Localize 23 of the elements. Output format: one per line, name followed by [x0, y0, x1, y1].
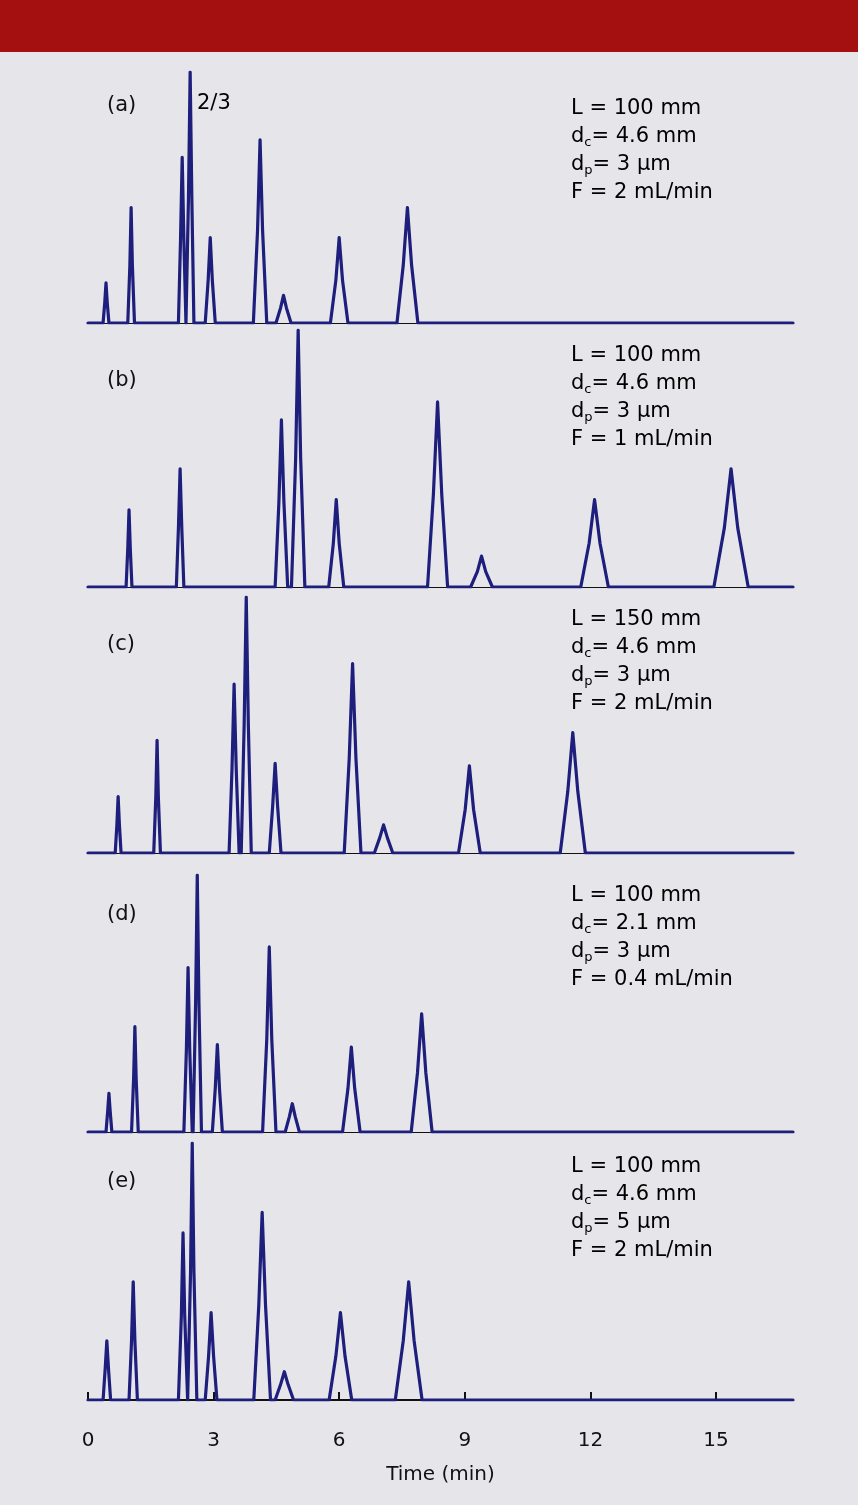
x-tick-label: 15 — [703, 1427, 729, 1451]
annotation: L = 100 mm — [571, 94, 702, 119]
annotation: F = 2 mL/min — [571, 178, 713, 203]
annotation: F = 2 mL/min — [571, 1236, 713, 1261]
x-tick-label: 12 — [577, 1427, 604, 1451]
text: (d) — [107, 900, 137, 925]
annotation: F = 2 mL/min — [571, 689, 713, 714]
annotation: F = 0.4 mL/min — [571, 965, 733, 990]
annotation: L = 100 mm — [571, 881, 702, 906]
text: (a) — [107, 91, 137, 116]
x-axis-title: Time (min) — [385, 1461, 495, 1485]
text: (b) — [107, 366, 137, 391]
annotation: F = 1 mL/min — [571, 425, 713, 450]
annotation: 2/3 — [197, 89, 231, 114]
text: (e) — [107, 1167, 137, 1192]
annotation: L = 100 mm — [571, 341, 702, 366]
annotation: L = 100 mm — [571, 1152, 702, 1177]
x-tick-label: 9 — [458, 1427, 472, 1451]
text: (c) — [107, 630, 135, 655]
x-tick-label: 3 — [207, 1427, 220, 1451]
annotation: L = 150 mm — [571, 605, 702, 630]
x-tick-label: 0 — [81, 1427, 95, 1451]
x-tick-label: 6 — [332, 1427, 346, 1451]
